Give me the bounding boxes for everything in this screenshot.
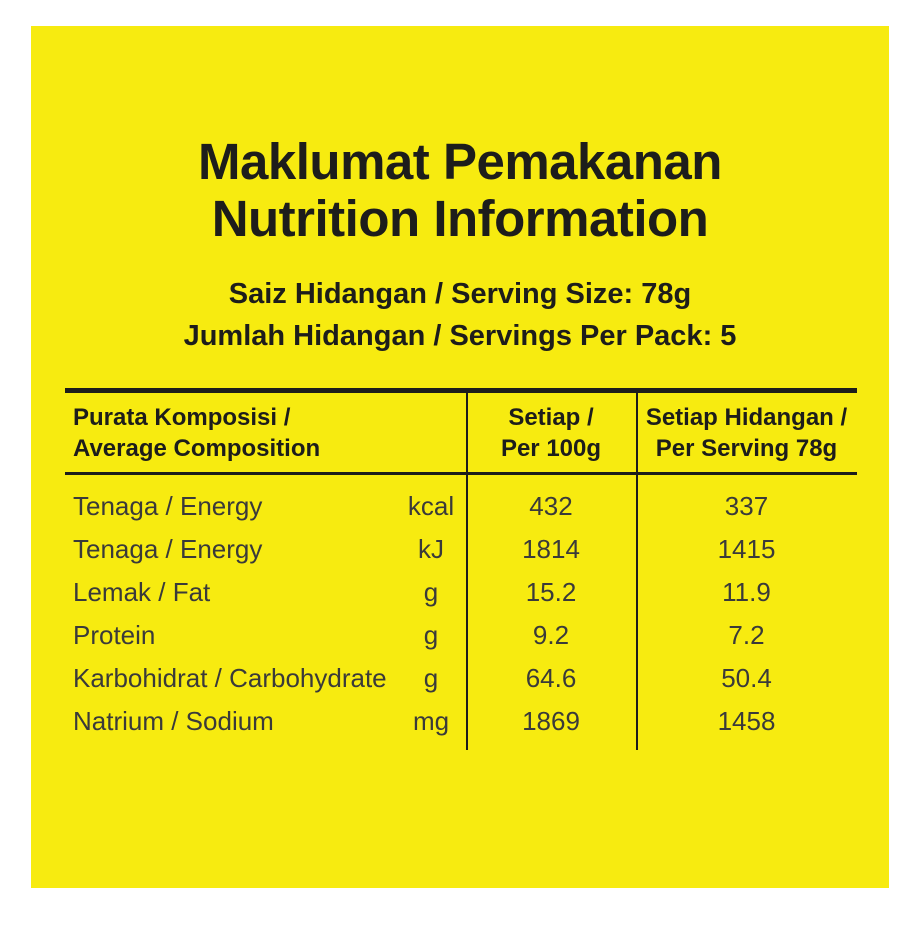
- header-per-100g-malay: Setiap /: [508, 403, 594, 431]
- row-value-per-serving: 50.4: [721, 663, 772, 693]
- row-unit: kJ: [418, 534, 444, 564]
- row-value-per-100g: 15.2: [525, 577, 577, 607]
- row-value-per-serving: 1458: [717, 706, 776, 736]
- table-row: Tenaga / Energy kcal 432 337: [65, 485, 857, 528]
- header-composition: Purata Komposisi / Average Composition: [65, 402, 466, 464]
- row-value-per-100g: 432: [529, 491, 573, 521]
- table-row: Tenaga / Energy kJ 1814 1415: [65, 528, 857, 571]
- row-label: Tenaga / Energy: [73, 534, 263, 564]
- table-row: Lemak / Fat g 15.2 11.9: [65, 571, 857, 614]
- table-row: Natrium / Sodium mg 1869 1458: [65, 700, 857, 743]
- row-unit: g: [423, 663, 439, 693]
- header-composition-malay: Purata Komposisi /: [73, 403, 291, 431]
- table-body: Tenaga / Energy kcal 432 337 Tenaga / En…: [65, 475, 857, 743]
- header-per-serving: Setiap Hidangan / Per Serving 78g: [636, 402, 857, 464]
- row-label: Lemak / Fat: [73, 577, 211, 607]
- row-label: Tenaga / Energy: [73, 491, 263, 521]
- header-per-serving-english: Per Serving 78g: [655, 434, 838, 462]
- row-label: Protein: [73, 620, 156, 650]
- servings-per-pack-line: Jumlah Hidangan / Servings Per Pack: 5: [183, 320, 737, 352]
- column-divider-2: [636, 393, 638, 750]
- row-unit: g: [423, 577, 439, 607]
- row-unit: mg: [412, 706, 450, 736]
- serving-size-line: Saiz Hidangan / Serving Size: 78g: [228, 278, 692, 310]
- table-header-rule: [65, 472, 857, 475]
- row-value-per-serving: 337: [724, 491, 769, 521]
- nutrition-table: Purata Komposisi / Average Composition S…: [65, 388, 857, 750]
- row-value-per-100g: 9.2: [532, 620, 570, 650]
- title-english: Nutrition Information: [211, 190, 709, 247]
- row-value-per-serving: 1415: [717, 534, 776, 564]
- table-header-row: Purata Komposisi / Average Composition S…: [65, 393, 857, 472]
- row-unit: kcal: [407, 491, 455, 521]
- row-value-per-100g: 1869: [522, 706, 580, 736]
- column-divider-1: [466, 393, 468, 750]
- row-value-per-serving: 7.2: [728, 620, 765, 650]
- header-composition-english: Average Composition: [73, 434, 321, 462]
- row-value-per-100g: 1814: [522, 534, 580, 564]
- serving-info: Saiz Hidangan / Serving Size: 78g Jumlah…: [31, 273, 889, 357]
- title-malay: Maklumat Pemakanan: [198, 133, 722, 190]
- table-top-rule: [65, 388, 857, 393]
- row-value-per-serving: 11.9: [722, 577, 771, 607]
- row-value-per-100g: 64.6: [525, 663, 577, 693]
- header-per-serving-malay: Setiap Hidangan /: [645, 403, 848, 431]
- row-label: Natrium / Sodium: [73, 706, 274, 736]
- row-label: Karbohidrat / Carbohydrate: [73, 663, 387, 693]
- nutrition-label-panel: Maklumat Pemakanan Nutrition Information…: [31, 26, 889, 888]
- row-unit: g: [423, 620, 439, 650]
- header-per-100g-english: Per 100g: [500, 434, 602, 462]
- page-title: Maklumat Pemakanan Nutrition Information: [31, 133, 889, 247]
- table-row: Karbohidrat / Carbohydrate g 64.6 50.4: [65, 657, 857, 700]
- header-per-100g: Setiap / Per 100g: [466, 402, 636, 464]
- table-row: Protein g 9.2 7.2: [65, 614, 857, 657]
